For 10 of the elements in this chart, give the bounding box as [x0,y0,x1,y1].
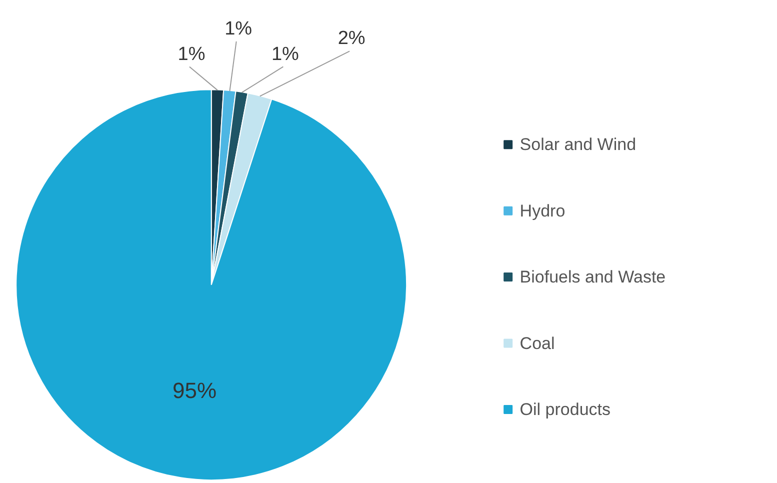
data-label: 2% [338,28,366,50]
legend-label: Solar and Wind [520,135,636,154]
data-label: 1% [271,44,300,65]
data-label: 1% [178,44,206,65]
legend-label: Oil products [520,400,611,419]
legend-label: Hydro [520,201,566,220]
data-label: 95% [172,378,217,404]
data-label: 1% [224,18,252,40]
legend-label: Biofuels and Waste [520,268,666,287]
legend-label: Coal [520,334,555,353]
